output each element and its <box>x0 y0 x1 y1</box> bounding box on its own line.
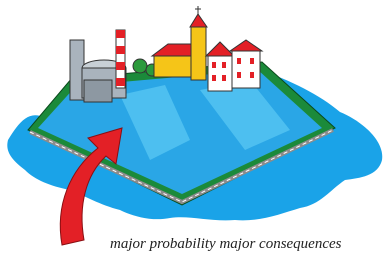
house <box>232 50 260 88</box>
house-roof <box>230 40 262 51</box>
illustration: major probability major consequences <box>0 0 387 261</box>
tree <box>133 59 147 73</box>
church-tower <box>191 26 206 80</box>
church-spire <box>190 14 207 27</box>
church-hall <box>154 55 192 77</box>
chimney-band <box>116 62 125 70</box>
chimney-band <box>116 30 125 38</box>
house <box>208 55 232 91</box>
chimney-band <box>116 46 125 54</box>
church-roof <box>152 44 194 56</box>
house-roof <box>206 42 234 56</box>
page: {"caption": "major probability major con… <box>0 0 387 261</box>
caption: major probability major consequences <box>110 236 342 252</box>
factory-block <box>84 80 112 102</box>
chimney-band <box>116 78 125 86</box>
